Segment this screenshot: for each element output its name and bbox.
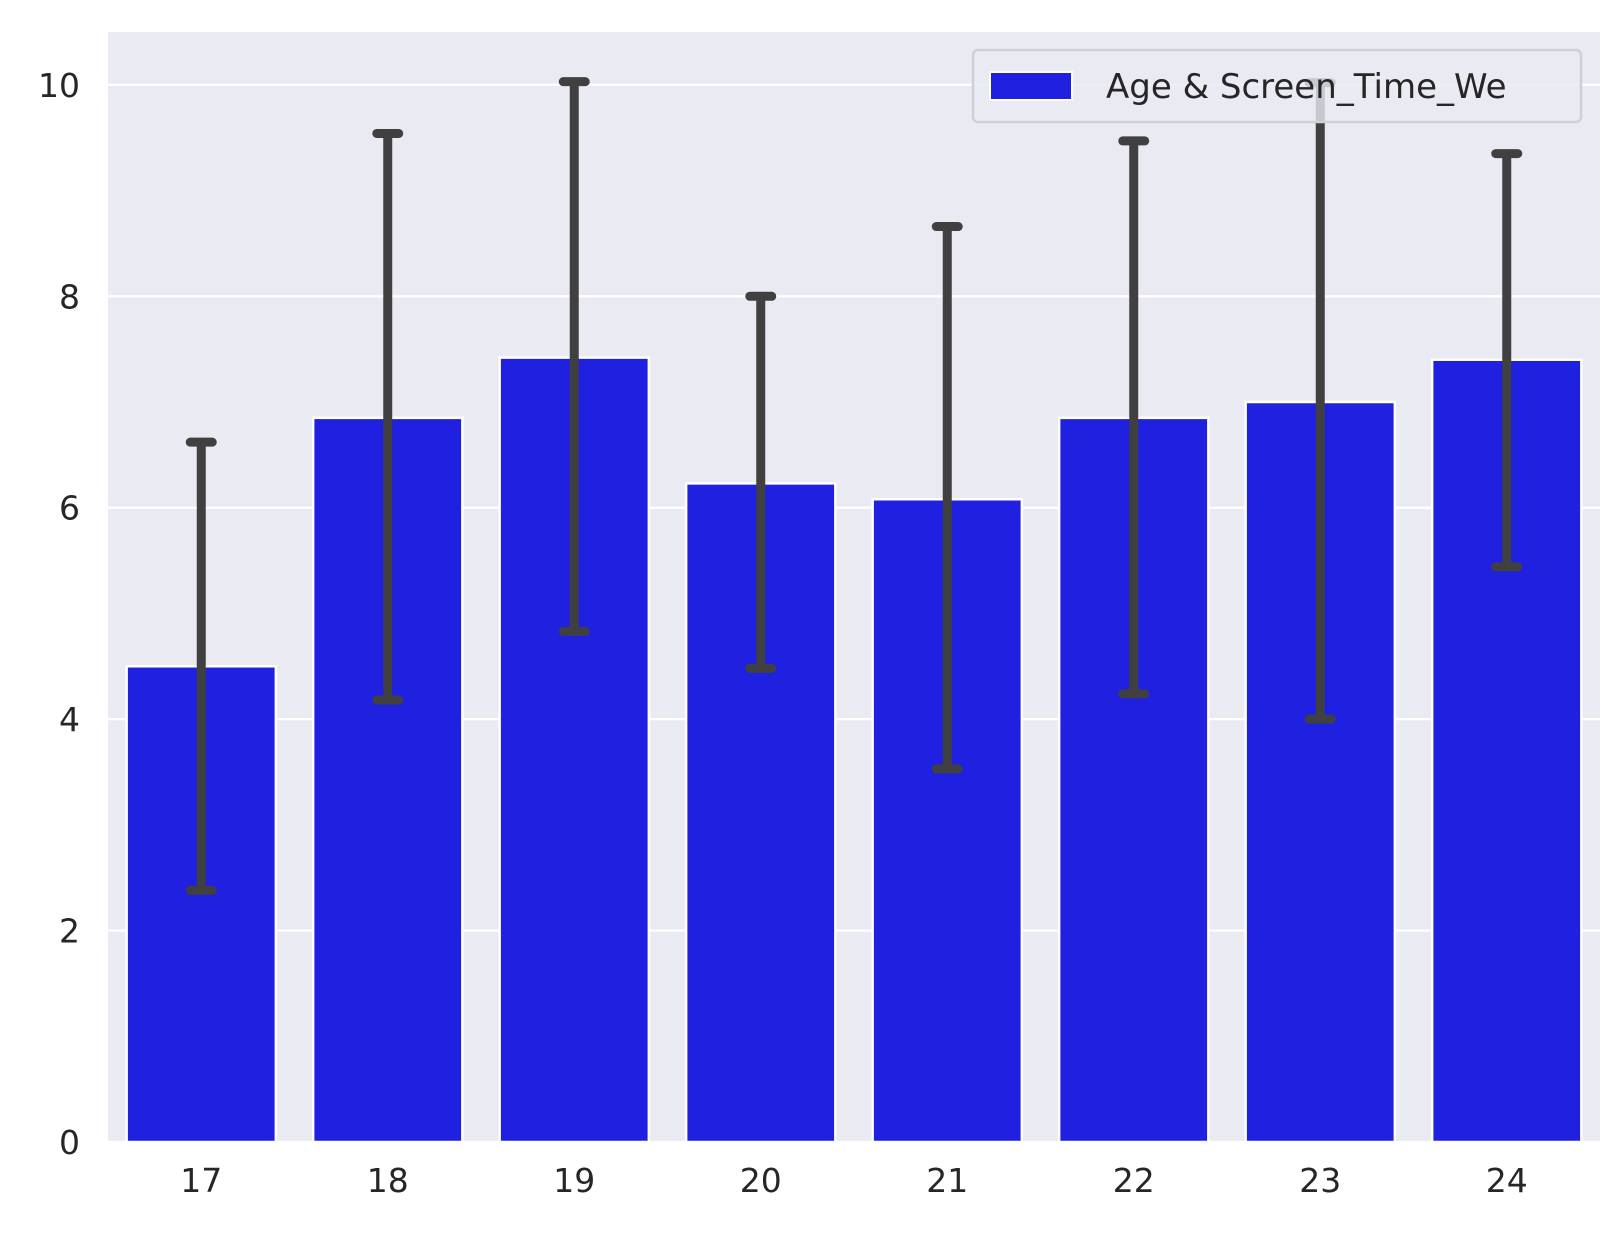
x-tick-label: 24 — [1486, 1161, 1528, 1200]
x-tick-label: 22 — [1113, 1161, 1155, 1200]
x-tick-label: 17 — [180, 1161, 222, 1200]
error-bars — [185, 77, 1523, 895]
x-tick-label: 19 — [553, 1161, 595, 1200]
y-tick-label: 10 — [38, 66, 80, 105]
y-tick-label: 2 — [59, 912, 80, 951]
legend-swatch — [989, 71, 1073, 101]
y-tick-label: 0 — [59, 1123, 80, 1162]
legend: Age & Screen_Time_We — [971, 48, 1583, 124]
x-tick-label: 23 — [1299, 1161, 1341, 1200]
y-tick-label: 8 — [59, 277, 80, 316]
y-tick-labels: 0 2 4 6 8 10 — [38, 66, 80, 1162]
legend-label: Age & Screen_Time_We — [1106, 67, 1507, 107]
y-tick-label: 6 — [59, 489, 80, 528]
x-tick-label: 21 — [926, 1161, 968, 1200]
x-tick-labels: 17 18 19 20 21 22 23 24 — [180, 1161, 1528, 1200]
x-tick-label: 18 — [367, 1161, 409, 1200]
x-tick-label: 20 — [740, 1161, 782, 1200]
y-tick-label: 4 — [59, 700, 80, 739]
legend-box — [971, 48, 1583, 124]
